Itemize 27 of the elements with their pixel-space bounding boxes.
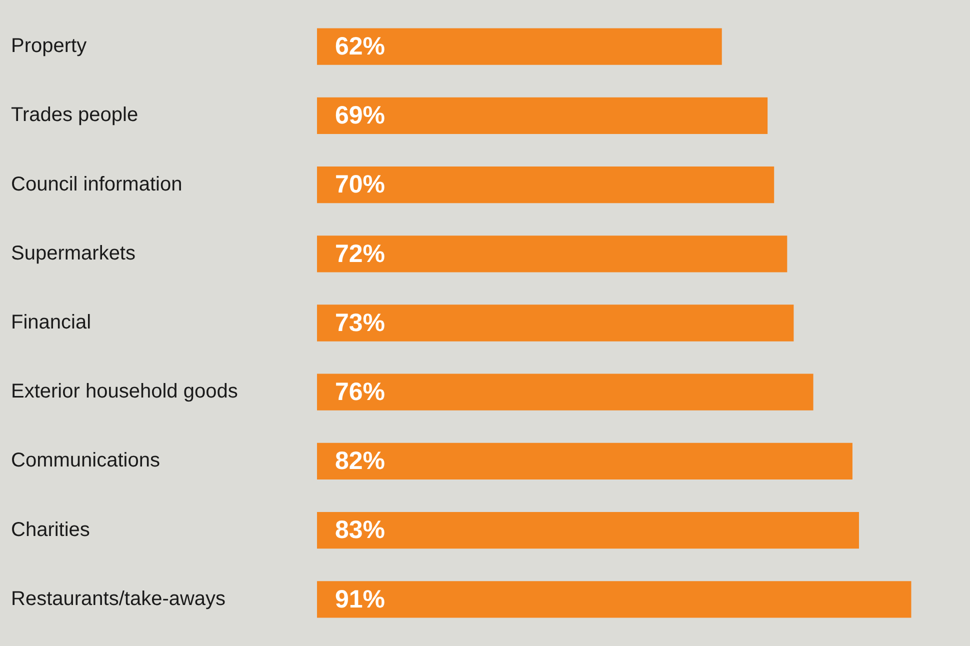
y-tick-label: Property xyxy=(11,35,87,58)
data-label: 69% xyxy=(335,102,386,130)
y-tick-label: Exterior household goods xyxy=(11,380,238,403)
y-tick-label: Trades people xyxy=(11,104,138,126)
bar xyxy=(317,581,912,618)
bar xyxy=(317,28,722,65)
y-tick-label: Supermarkets xyxy=(11,242,136,264)
data-label: 82% xyxy=(335,447,386,476)
bar xyxy=(317,304,794,342)
bar xyxy=(317,97,768,134)
data-label: 62% xyxy=(335,32,386,60)
y-tick-label: Charities xyxy=(11,518,90,541)
bar xyxy=(317,236,788,272)
data-label: 70% xyxy=(335,170,386,199)
data-label: 72% xyxy=(335,240,386,268)
bar xyxy=(317,442,852,480)
bar xyxy=(317,512,859,549)
data-label: 73% xyxy=(335,308,386,337)
bar xyxy=(317,166,774,204)
y-tick-label: Financial xyxy=(11,312,92,334)
y-tick-label: Communications xyxy=(11,450,160,472)
data-label: 83% xyxy=(335,516,386,544)
y-tick-label: Council information xyxy=(11,173,182,196)
y-tick-label: Restaurants/take-aways xyxy=(11,588,226,610)
bar xyxy=(317,374,814,410)
data-label: 76% xyxy=(335,378,386,406)
data-label: 91% xyxy=(335,585,386,614)
